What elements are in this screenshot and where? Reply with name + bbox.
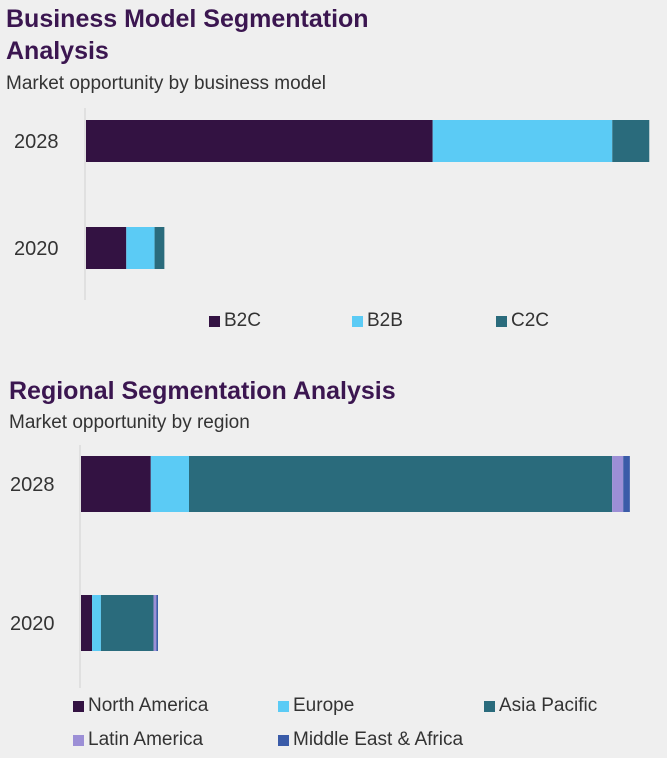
legend-label: B2B — [367, 310, 403, 331]
legend-item-b2b: B2B — [352, 310, 403, 332]
bar-c2c-2028 — [612, 120, 650, 162]
legend-swatch — [73, 700, 84, 712]
legend-label: B2C — [224, 310, 261, 331]
legend-label: C2C — [511, 310, 550, 331]
legend-swatch — [73, 734, 84, 746]
bar-middle-east-and-africa-2020 — [156, 595, 158, 651]
y-tick-label: 2020 — [14, 238, 59, 260]
legend-label: Asia Pacific — [499, 695, 598, 716]
legend-item-b2c: B2C — [209, 310, 261, 332]
bar-b2b-2028 — [432, 120, 613, 162]
legend-swatch — [484, 700, 495, 712]
legend-item-latin-america: Latin America — [73, 729, 203, 751]
bar-asia-pacific-2020 — [100, 595, 154, 651]
bar-europe-2020 — [92, 595, 101, 651]
y-tick-label: 2028 — [10, 474, 55, 496]
chart2-title: Regional Segmentation Analysis — [9, 377, 396, 405]
business-model-chart: 2028 2020 — [14, 108, 650, 300]
legend-item-europe: Europe — [278, 695, 354, 717]
legend-item-c2c: C2C — [496, 310, 549, 332]
legend-swatch — [278, 734, 289, 746]
y-tick-label: 2028 — [14, 131, 59, 153]
legend-label: Latin America — [88, 729, 204, 750]
bar-middle-east-and-africa-2028 — [623, 456, 630, 512]
legend-swatch — [209, 315, 220, 327]
y-tick-label: 2020 — [10, 613, 55, 635]
bar-b2c-2028 — [86, 120, 433, 162]
legend-item-asia-pacific: Asia Pacific — [484, 695, 597, 717]
legend-swatch — [352, 315, 363, 327]
legend-label: Middle East & Africa — [293, 729, 464, 750]
bar-b2c-2020 — [86, 227, 127, 269]
chart1-subtitle: Market opportunity by business model — [6, 73, 326, 94]
bar-c2c-2020 — [154, 227, 165, 269]
chart1-title: Business Model Segmentation Analysis — [6, 5, 369, 65]
legend-item-middle-east-and-africa: Middle East & Africa — [278, 729, 463, 751]
legend-swatch — [496, 315, 507, 327]
regional-chart: 2028 2020 — [10, 445, 630, 688]
chart2-subtitle: Market opportunity by region — [9, 412, 250, 433]
bar-latin-america-2028 — [612, 456, 624, 512]
bar-b2b-2020 — [126, 227, 155, 269]
bar-europe-2028 — [150, 456, 189, 512]
bar-north-america-2028 — [81, 456, 151, 512]
legend-item-north-america: North America — [73, 695, 208, 717]
legend-label: Europe — [293, 695, 355, 716]
bar-north-america-2020 — [81, 595, 93, 651]
bar-asia-pacific-2028 — [189, 456, 613, 512]
bar-latin-america-2020 — [153, 595, 157, 651]
legend-label: North America — [88, 695, 209, 716]
legend-swatch — [278, 700, 289, 712]
